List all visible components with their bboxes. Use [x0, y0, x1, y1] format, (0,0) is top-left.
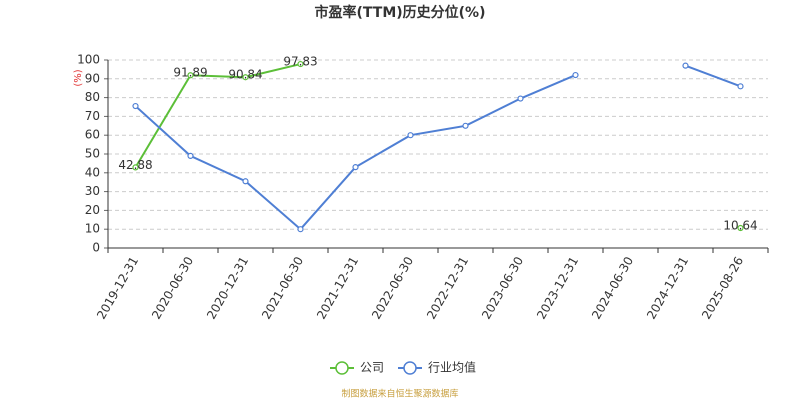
x-tick-label: 2020-06-30 — [149, 254, 196, 321]
data-point — [352, 164, 359, 171]
x-tick-label: 2021-12-31 — [314, 254, 361, 321]
data-point — [297, 60, 304, 68]
y-tick-label: 50 — [85, 147, 100, 161]
series-line — [134, 74, 576, 231]
chart-title: 市盈率(TTM)历史分位(%) — [315, 4, 486, 21]
legend-marker — [335, 361, 349, 375]
data-point — [517, 95, 524, 102]
data-point — [242, 74, 249, 81]
data-point — [297, 226, 304, 233]
data-point — [737, 224, 744, 232]
y-axis-label: (%) — [73, 69, 84, 86]
data-point — [737, 83, 744, 90]
x-tick-label: 2020-12-31 — [204, 254, 251, 321]
data-label: 97.83 — [283, 55, 317, 69]
y-tick-label: 40 — [85, 165, 100, 179]
y-tick-label: 80 — [85, 90, 100, 104]
x-tick-label: 2019-12-31 — [94, 254, 141, 321]
x-tick-label: 2024-06-30 — [589, 254, 636, 321]
legend-label: 行业均值 — [428, 360, 476, 375]
y-tick-label: 100 — [77, 53, 100, 67]
data-label: 91.89 — [173, 66, 207, 80]
y-tick-label: 20 — [85, 203, 100, 217]
data-point — [187, 152, 194, 159]
x-tick-label: 2022-12-31 — [424, 254, 471, 321]
x-tick-label: 2021-06-30 — [259, 254, 306, 321]
data-point — [682, 62, 689, 69]
series-line — [134, 63, 301, 168]
data-point — [407, 132, 414, 139]
data-point — [462, 122, 469, 129]
x-tick-label: 2023-12-31 — [534, 254, 581, 321]
y-tick-label: 90 — [85, 71, 100, 85]
data-point — [242, 178, 249, 185]
data-point — [132, 102, 139, 110]
legend-marker — [403, 361, 417, 375]
data-point — [132, 164, 139, 171]
data-label: 90.84 — [228, 68, 262, 82]
x-tick-label: 2024-12-31 — [644, 254, 691, 321]
x-tick-label: 2025-08-26 — [699, 254, 746, 321]
data-label: 42.88 — [118, 158, 152, 172]
source-note: 制图数据来自恒生聚源数据库 — [341, 388, 458, 400]
y-tick-label: 30 — [85, 184, 100, 198]
data-point — [572, 71, 579, 79]
x-tick-label: 2022-06-30 — [369, 254, 416, 321]
y-tick-label: 70 — [85, 109, 100, 123]
legend-label: 公司 — [360, 361, 384, 375]
y-tick-label: 10 — [85, 222, 100, 236]
data-label: 10.64 — [723, 218, 757, 232]
y-tick-label: 0 — [92, 241, 100, 255]
x-tick-label: 2023-06-30 — [479, 254, 526, 321]
series-line — [685, 64, 741, 88]
y-tick-label: 60 — [85, 128, 100, 142]
data-point — [187, 72, 194, 79]
